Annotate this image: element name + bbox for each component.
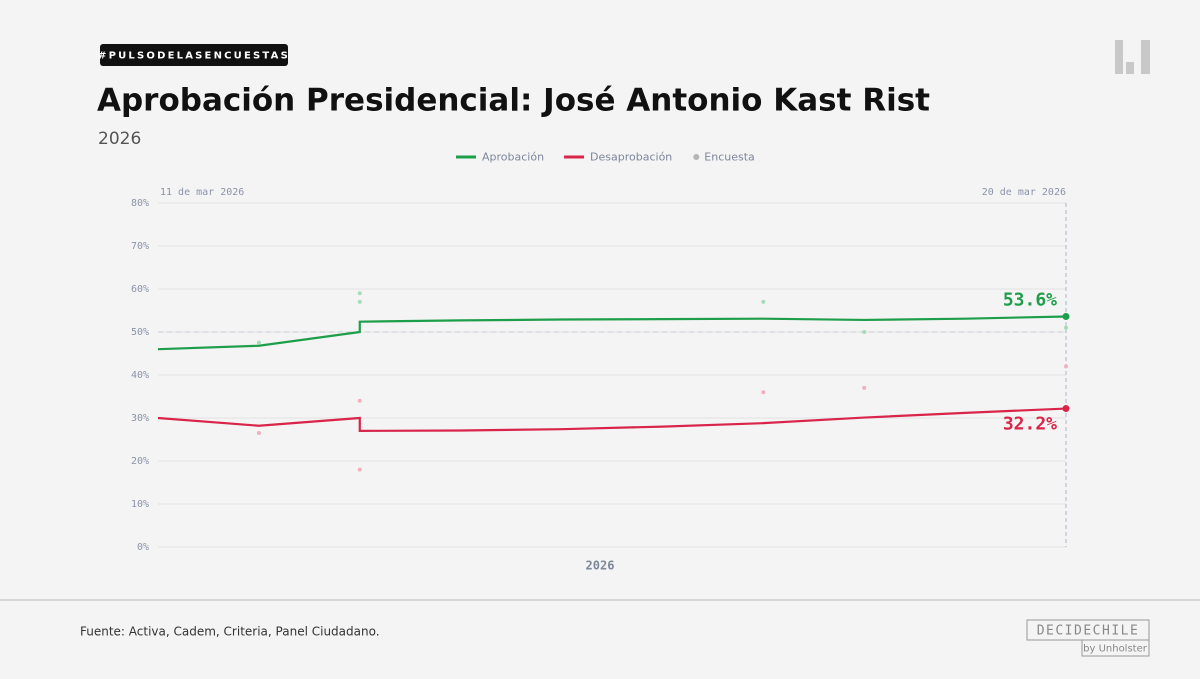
y-tick-label: 40% xyxy=(131,370,149,381)
hashtag: #PULSODELASENCUESTAS xyxy=(98,51,290,62)
legend: Aprobación Desaprobación Encuesta xyxy=(456,151,755,164)
y-tick-label: 20% xyxy=(131,456,149,467)
brand: DECIDECHILE xyxy=(1037,624,1140,639)
source: Fuente: Activa, Cadem, Criteria, Panel C… xyxy=(80,625,380,639)
x-axis-label: 2026 xyxy=(586,559,615,573)
y-tick-label: 60% xyxy=(131,284,149,295)
brand-sub: by Unholster xyxy=(1083,644,1148,655)
x-end-label: 20 de mar 2026 xyxy=(982,187,1066,198)
legend-label: Encuesta xyxy=(704,151,755,164)
legend-label: Aprobación xyxy=(482,151,544,164)
poll-point xyxy=(761,390,766,395)
y-tick-label: 80% xyxy=(131,198,149,209)
x-start-label: 11 de mar 2026 xyxy=(160,187,244,198)
y-tick-label: 70% xyxy=(131,241,149,252)
poll-point xyxy=(357,398,362,403)
logo-icon xyxy=(1115,40,1150,74)
poll-point xyxy=(357,291,362,296)
y-tick-label: 0% xyxy=(137,542,149,553)
series-line xyxy=(157,407,1067,433)
poll-point xyxy=(1064,364,1068,369)
poll-point xyxy=(256,431,261,436)
poll-point xyxy=(761,299,766,304)
subtitle: 2026 xyxy=(98,129,141,149)
series-line xyxy=(157,315,1067,351)
poll-point xyxy=(1064,325,1068,330)
value-label: 53.6% xyxy=(1003,290,1057,311)
y-tick-label: 30% xyxy=(131,413,149,424)
poll-point xyxy=(357,299,362,304)
plot: 0% 10% 20% 30% 40% 50% 60% 70% 80% 53.6% 32.2% xyxy=(131,198,1070,553)
legend-swatch xyxy=(693,154,700,160)
value-label: 32.2% xyxy=(1003,414,1057,435)
poll-point xyxy=(862,385,867,390)
y-tick-label: 50% xyxy=(131,327,149,338)
y-tick-label: 10% xyxy=(131,499,149,510)
hashtag-pill xyxy=(100,44,288,66)
poll-point xyxy=(357,467,362,472)
end-point xyxy=(1062,313,1070,321)
poll-point xyxy=(862,330,867,334)
poll-point xyxy=(256,340,261,345)
title: Aprobación Presidencial: José Antonio Ka… xyxy=(97,83,930,119)
end-point xyxy=(1062,405,1070,413)
legend-label: Desaprobación xyxy=(590,151,672,164)
brand-sub-box xyxy=(1081,639,1150,657)
